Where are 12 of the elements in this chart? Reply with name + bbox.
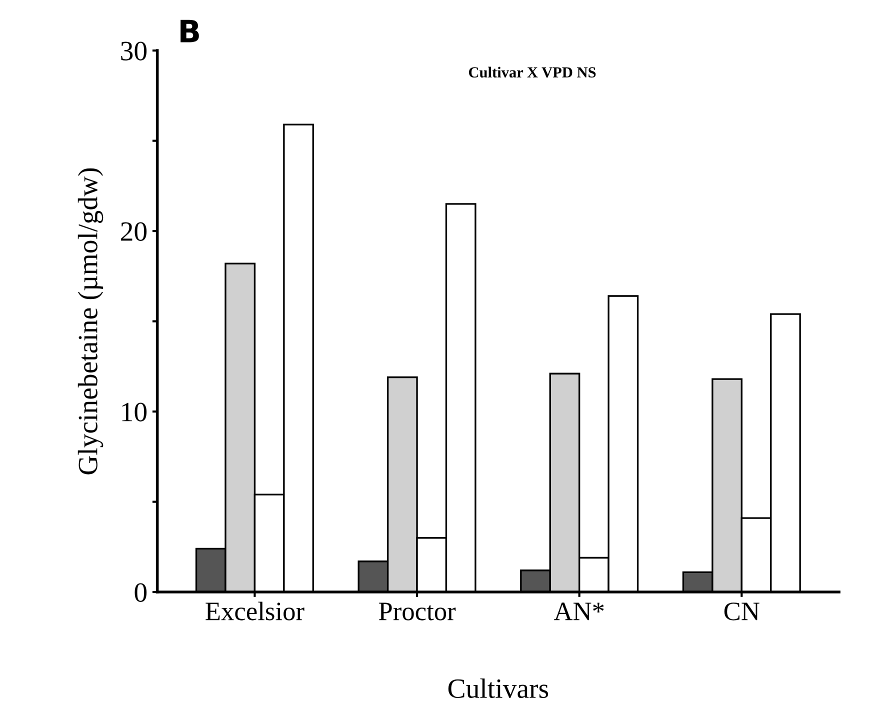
chart-title: B xyxy=(180,20,199,42)
x-tick-label: CN xyxy=(724,602,760,620)
x-axis-title: Cultivars xyxy=(448,678,548,698)
y-tick-label: 0 xyxy=(134,583,147,602)
x-tick-label: Proctor xyxy=(378,602,456,620)
y-tick-label: 20 xyxy=(121,222,147,241)
y-axis-title: Glycinebetaine (µmol/gdw) xyxy=(78,168,104,474)
annotation: Cultivar X VPD NS xyxy=(468,66,596,78)
x-tick-label: AN* xyxy=(554,602,604,620)
x-tick-label: Excelsior xyxy=(206,602,304,620)
y-tick-label: 10 xyxy=(122,402,147,422)
y-tick-label: 30 xyxy=(121,42,147,60)
